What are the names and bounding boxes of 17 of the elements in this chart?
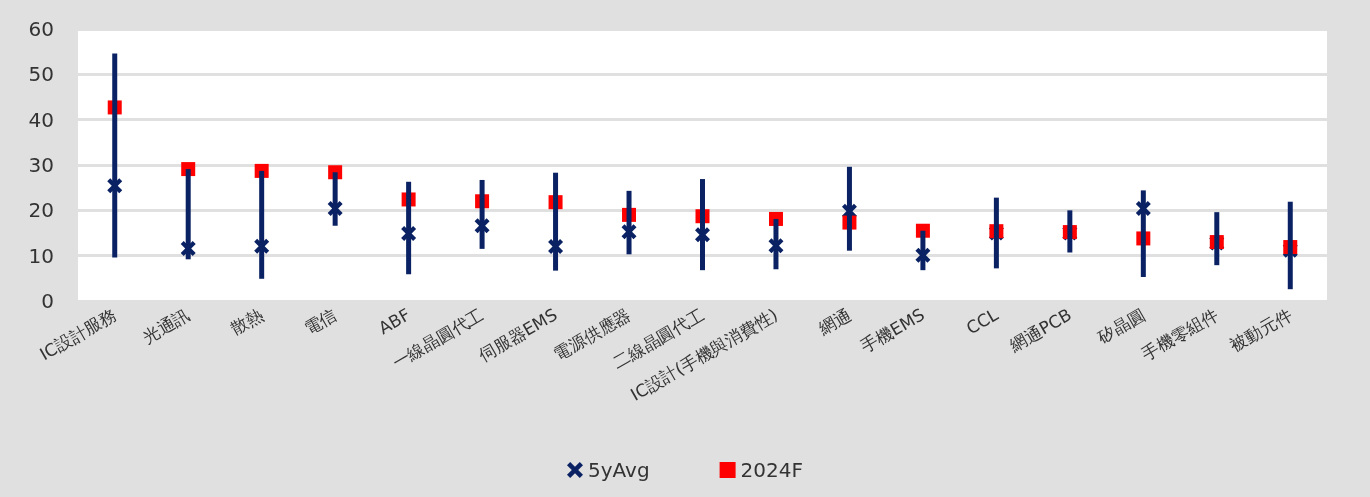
x-tick-label: CCL	[962, 304, 1002, 339]
x-tick-label: 散熱	[227, 304, 267, 339]
x-tick-label: 電信	[300, 304, 341, 339]
y-tick-label: 60	[28, 17, 54, 41]
y-tick-label: 50	[28, 62, 54, 87]
y-tick-label: 10	[28, 243, 54, 268]
x-tick-label: ABF	[375, 304, 414, 339]
y-tick-label: 0	[41, 289, 54, 313]
x-tick-label: 網通PCB	[1005, 304, 1075, 357]
y-tick-label: 30	[28, 153, 54, 177]
legend-label: 2024F	[740, 458, 804, 482]
x-tick-label: 光通訊	[139, 304, 194, 348]
x-tick-label: 被動元件	[1226, 304, 1296, 356]
y-tick-label: 40	[28, 107, 54, 132]
y-tick-label: 20	[28, 198, 54, 223]
x-tick-label: 網通	[814, 304, 855, 340]
legend-label: 5yAvg	[588, 458, 650, 482]
